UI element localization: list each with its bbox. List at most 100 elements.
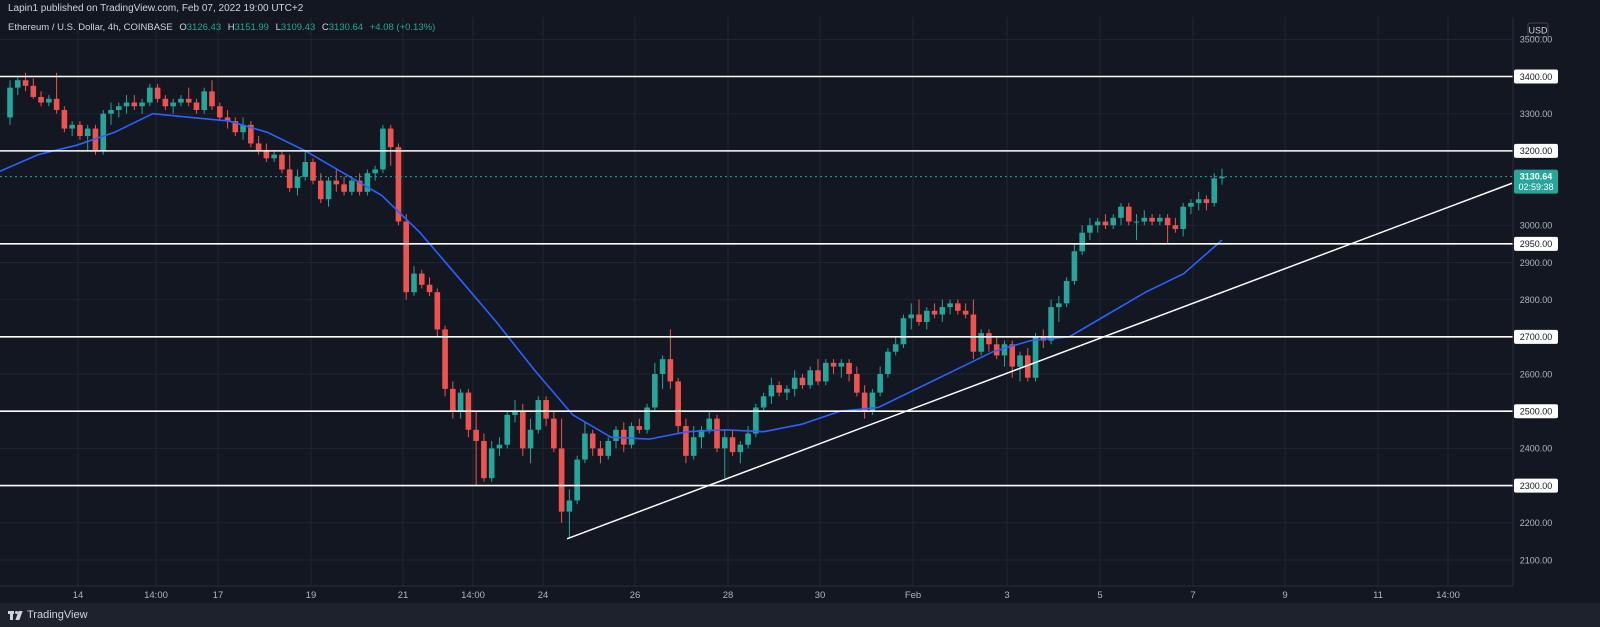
candle: [916, 299, 922, 326]
candle: [970, 299, 977, 360]
candle: [1056, 295, 1062, 322]
candle-body: [527, 429, 534, 449]
candle: [178, 95, 184, 107]
candle: [349, 176, 355, 196]
candle: [123, 95, 130, 114]
candle: [434, 288, 441, 337]
candle: [310, 158, 316, 185]
candle: [364, 169, 371, 196]
candle: [162, 95, 169, 110]
candle: [861, 385, 868, 419]
last-price-tag: 3130.64 02:59:38: [1514, 169, 1558, 194]
y-tick-label: 2400.00: [1520, 444, 1553, 454]
candle: [519, 403, 526, 456]
time-axis[interactable]: 14 14:00 17 19 21 14:00 24 26 28 30 Feb 3 5 7 9 11 14:00: [0, 585, 1513, 601]
candle-body: [1164, 217, 1171, 226]
candle-body: [1063, 281, 1070, 304]
candle-body: [683, 426, 689, 456]
tradingview-logo-icon: [8, 610, 23, 620]
candle-body: [1118, 206, 1124, 218]
candle: [644, 403, 650, 434]
publisher-header: Lapin1 published on TradingView.com, Feb…: [0, 0, 1600, 17]
candle-body: [1071, 251, 1078, 282]
chart-area[interactable]: Ethereum / U.S. Dollar, 4h, COINBASE O31…: [0, 17, 1600, 603]
x-tick-label: 19: [306, 590, 317, 601]
candle: [753, 403, 759, 438]
trendline[interactable]: [566, 182, 1513, 540]
candle-body: [481, 440, 487, 479]
candle: [209, 80, 215, 110]
level-tag-bg: [1514, 329, 1558, 344]
candle-body: [1211, 178, 1218, 203]
candle-body: [838, 362, 845, 367]
candle-body: [170, 102, 176, 107]
candle: [1188, 199, 1194, 215]
candle: [488, 440, 495, 482]
candle-body: [53, 98, 60, 110]
tradingview-brand[interactable]: TradingView: [8, 603, 88, 627]
candle-body: [854, 374, 860, 393]
candle: [255, 136, 262, 155]
horizontal-levels: [0, 75, 1513, 487]
candle: [248, 121, 254, 148]
candle-body: [931, 310, 938, 315]
y-tick-label: 3500.00: [1520, 35, 1553, 45]
candle-body: [1195, 199, 1202, 203]
candle: [978, 329, 984, 356]
candle: [170, 98, 176, 114]
candle-body: [690, 437, 697, 456]
candle: [807, 366, 814, 389]
candle-body: [667, 359, 674, 382]
candlestick-chart[interactable]: Ethereum / U.S. Dollar, 4h, COINBASE O31…: [0, 17, 1600, 603]
close-value: 3130.64: [329, 22, 363, 33]
candle: [294, 169, 301, 196]
candle-body: [1141, 217, 1148, 222]
candle: [53, 72, 60, 114]
candle-body: [644, 407, 650, 430]
candle: [115, 102, 122, 118]
candle-body: [69, 124, 75, 129]
candle-body: [333, 180, 340, 185]
x-tick-label: 9: [1282, 590, 1287, 601]
candle-body: [317, 180, 324, 200]
candle-body: [418, 273, 425, 285]
level-tag-label: 3200.00: [1520, 146, 1553, 156]
candle: [418, 269, 425, 289]
candle-body: [7, 87, 13, 118]
candle-body: [496, 444, 503, 449]
candle: [885, 347, 891, 378]
candle-body: [504, 414, 511, 445]
candle-body: [100, 113, 107, 151]
candle-body: [473, 429, 479, 441]
y-tick-label: 2200.00: [1520, 518, 1553, 528]
candle: [768, 377, 775, 404]
candle: [955, 299, 961, 315]
publisher-text: Lapin1 published on TradingView.com, Feb…: [8, 3, 304, 14]
candle: [1180, 202, 1186, 237]
level-tag-label: 2500.00: [1520, 407, 1553, 417]
candle-body: [791, 377, 798, 389]
candle-body: [1087, 225, 1093, 233]
candle-body: [1048, 307, 1054, 341]
candle-body: [426, 284, 433, 293]
price-axis[interactable]: USD 3500.00 3300.00 3000.00 2900.00 2800.00 2…: [1512, 17, 1600, 586]
candle-body: [955, 303, 961, 311]
candle-body: [1125, 206, 1132, 222]
x-tick-label: 26: [630, 590, 641, 601]
candle: [760, 392, 767, 412]
candle-body: [885, 351, 891, 375]
candle: [496, 437, 503, 456]
candle: [380, 124, 386, 174]
low-value: 3109.43: [281, 22, 315, 33]
candle-body: [1149, 217, 1155, 222]
candle: [597, 440, 604, 464]
candle-body: [706, 418, 713, 430]
candle-body: [939, 307, 946, 315]
x-tick-label: 14:00: [144, 590, 168, 601]
candle-body: [737, 444, 744, 453]
grid: [0, 17, 1513, 586]
x-tick-label: 17: [213, 590, 224, 601]
candle-body: [1172, 225, 1179, 229]
candle: [791, 370, 798, 397]
candle: [993, 336, 1000, 360]
